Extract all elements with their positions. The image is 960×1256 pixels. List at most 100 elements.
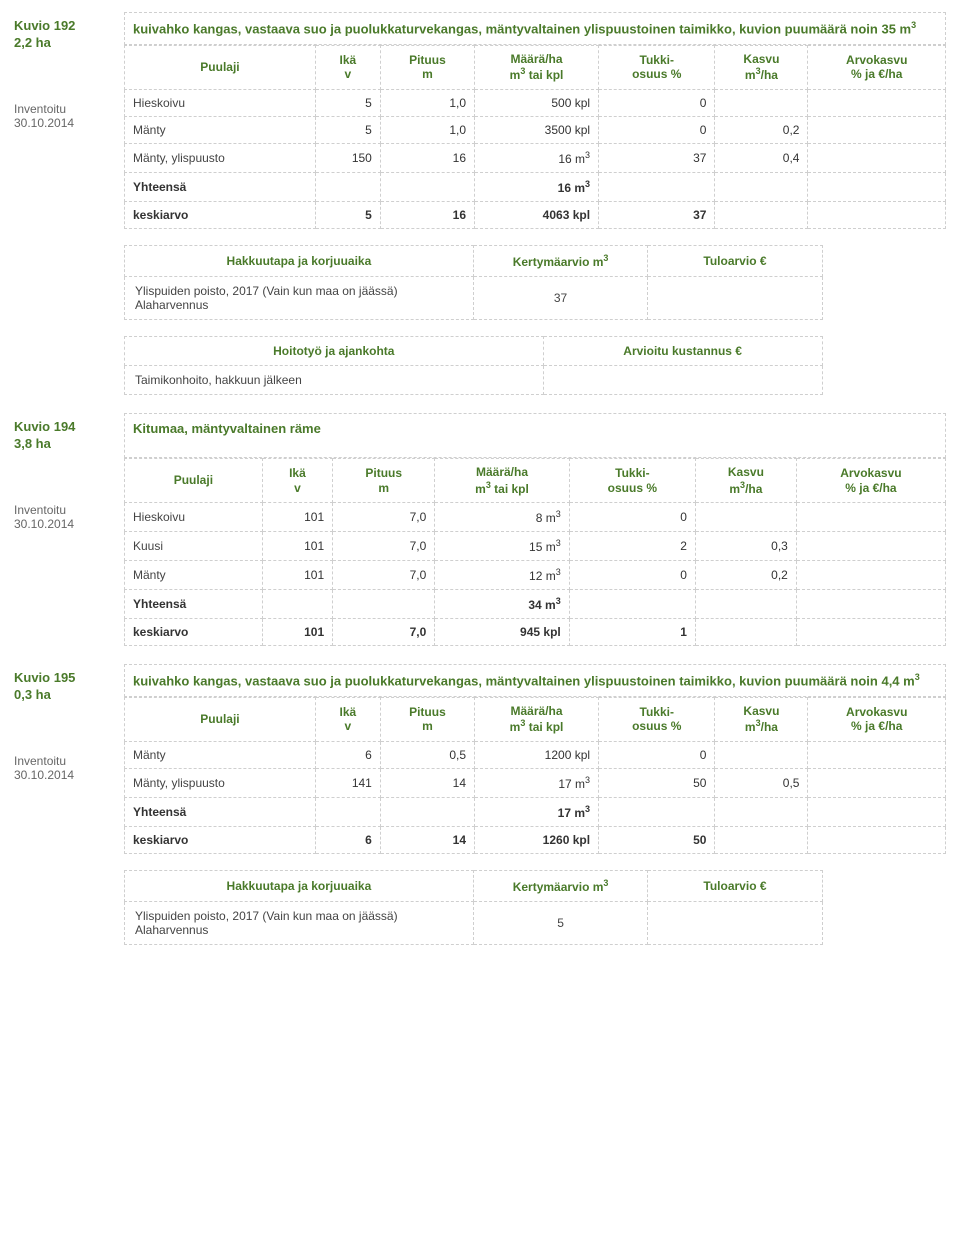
col-pituus: Pituusm bbox=[333, 459, 435, 503]
kuvio-194-title: Kuvio 194 bbox=[14, 419, 124, 434]
col-puulaji: Puulaji bbox=[125, 45, 316, 89]
kuvio-195-hakkuu-table: Hakkuutapa ja korjuuaika Kertymäarvio m3… bbox=[124, 870, 823, 945]
col-pituus: Pituusm bbox=[380, 697, 474, 741]
kuvio-192-desc: kuivahko kangas, vastaava suo ja puolukk… bbox=[124, 12, 946, 45]
kes-maara: 4063 kpl bbox=[475, 201, 599, 228]
kuvio-195-title: Kuvio 195 bbox=[14, 670, 124, 685]
kuvio-194-tbody: Hieskoivu1017,08 m30Kuusi1017,015 m320,3… bbox=[125, 502, 946, 589]
kes-pit: 7,0 bbox=[333, 618, 435, 645]
kuvio-194-species-table: Puulaji Ikäv Pituusm Määrä/ham3 tai kpl … bbox=[124, 458, 946, 646]
hakkuu-desc: Ylispuiden poisto, 2017 (Vain kun maa on… bbox=[125, 276, 474, 319]
hakkuu-desc: Ylispuiden poisto, 2017 (Vain kun maa on… bbox=[125, 901, 474, 944]
kes-tukki: 37 bbox=[599, 201, 715, 228]
col-kasvu: Kasvum3/ha bbox=[695, 459, 796, 503]
col-tukki: Tukki-osuus % bbox=[599, 45, 715, 89]
col-puulaji: Puulaji bbox=[125, 459, 263, 503]
col-ika: Ikäv bbox=[315, 697, 380, 741]
yhteensa-label: Yhteensä bbox=[125, 589, 263, 618]
kuvio-192-left: Kuvio 192 2,2 ha Inventoitu 30.10.2014 bbox=[14, 12, 124, 229]
kustannus-header: Arvioitu kustannus € bbox=[543, 336, 822, 365]
hakkuu-kert: 5 bbox=[473, 901, 647, 944]
tuloarvio-header: Tuloarvio € bbox=[648, 245, 822, 276]
col-kasvu: Kasvum3/ha bbox=[715, 45, 808, 89]
kuvio-192-tbody: Hieskoivu51,0500 kpl0Mänty51,03500 kpl00… bbox=[125, 89, 946, 172]
col-tukki: Tukki-osuus % bbox=[569, 459, 695, 503]
col-kasvu: Kasvum3/ha bbox=[715, 697, 808, 741]
inventoitu-date: 30.10.2014 bbox=[14, 517, 124, 531]
col-pituus: Pituusm bbox=[380, 45, 474, 89]
table-header-row: Puulaji Ikäv Pituusm Määrä/ham3 tai kpl … bbox=[125, 45, 946, 89]
hoitotyo-header: Hoitotyö ja ajankohta bbox=[125, 336, 544, 365]
table-row: Mänty, ylispuusto1501616 m3370,4 bbox=[125, 143, 946, 172]
inventoitu-label: Inventoitu bbox=[14, 102, 124, 116]
yhteensa-row: Yhteensä 16 m3 bbox=[125, 172, 946, 201]
yhteensa-label: Yhteensä bbox=[125, 172, 316, 201]
col-ika: Ikäv bbox=[315, 45, 380, 89]
kes-maara: 1260 kpl bbox=[475, 826, 599, 853]
col-arvokasvu: Arvokasvu% ja €/ha bbox=[808, 45, 946, 89]
hakkuu-kert: 37 bbox=[473, 276, 647, 319]
kes-ika: 5 bbox=[315, 201, 380, 228]
table-row: Hieskoivu51,0500 kpl0 bbox=[125, 89, 946, 116]
table-row: Hieskoivu1017,08 m30 bbox=[125, 502, 946, 531]
kes-tukki: 1 bbox=[569, 618, 695, 645]
kertyma-header: Kertymäarvio m3 bbox=[473, 245, 647, 276]
col-maara: Määrä/ham3 tai kpl bbox=[475, 697, 599, 741]
hakkuutapa-header: Hakkuutapa ja korjuuaika bbox=[125, 870, 474, 901]
keskiarvo-label: keskiarvo bbox=[125, 201, 316, 228]
kuvio-195-block: Kuvio 195 0,3 ha Inventoitu 30.10.2014 k… bbox=[14, 664, 946, 945]
table-header-row: Puulaji Ikäv Pituusm Määrä/ham3 tai kpl … bbox=[125, 459, 946, 503]
inventoitu-date: 30.10.2014 bbox=[14, 116, 124, 130]
kes-ika: 101 bbox=[262, 618, 332, 645]
inventoitu-date: 30.10.2014 bbox=[14, 768, 124, 782]
table-header-row: Puulaji Ikäv Pituusm Määrä/ham3 tai kpl … bbox=[125, 697, 946, 741]
yhteensa-maara: 16 m3 bbox=[475, 172, 599, 201]
table-row: Kuusi1017,015 m320,3 bbox=[125, 531, 946, 560]
col-maara: Määrä/ham3 tai kpl bbox=[475, 45, 599, 89]
keskiarvo-row: keskiarvo 101 7,0 945 kpl 1 bbox=[125, 618, 946, 645]
kuvio-192-title: Kuvio 192 bbox=[14, 18, 124, 33]
table-row: Mänty60,51200 kpl0 bbox=[125, 741, 946, 768]
hoito-desc: Taimikonhoito, hakkuun jälkeen bbox=[125, 365, 544, 394]
kuvio-195-species-table: Puulaji Ikäv Pituusm Määrä/ham3 tai kpl … bbox=[124, 697, 946, 854]
keskiarvo-row: keskiarvo 5 16 4063 kpl 37 bbox=[125, 201, 946, 228]
col-arvokasvu: Arvokasvu% ja €/ha bbox=[796, 459, 945, 503]
table-row: Mänty1017,012 m300,2 bbox=[125, 560, 946, 589]
table-row: Mänty51,03500 kpl00,2 bbox=[125, 116, 946, 143]
kuvio-192-hakkuu-table: Hakkuutapa ja korjuuaika Kertymäarvio m3… bbox=[124, 245, 823, 320]
kuvio-194-area: 3,8 ha bbox=[14, 436, 124, 451]
kes-pit: 14 bbox=[380, 826, 474, 853]
col-arvokasvu: Arvokasvu% ja €/ha bbox=[808, 697, 946, 741]
kuvio-195-tbody: Mänty60,51200 kpl0Mänty, ylispuusto14114… bbox=[125, 741, 946, 797]
kes-maara: 945 kpl bbox=[435, 618, 570, 645]
kuvio-194-block: Kuvio 194 3,8 ha Inventoitu 30.10.2014 K… bbox=[14, 413, 946, 646]
kuvio-192-species-table: Puulaji Ikäv Pituusm Määrä/ham3 tai kpl … bbox=[124, 45, 946, 229]
yhteensa-row: Yhteensä 34 m3 bbox=[125, 589, 946, 618]
kuvio-192-hoito-table: Hoitotyö ja ajankohta Arvioitu kustannus… bbox=[124, 336, 823, 395]
tuloarvio-header: Tuloarvio € bbox=[648, 870, 822, 901]
table-row: Mänty, ylispuusto1411417 m3500,5 bbox=[125, 768, 946, 797]
inventoitu-label: Inventoitu bbox=[14, 754, 124, 768]
col-maara: Määrä/ham3 tai kpl bbox=[435, 459, 570, 503]
yhteensa-maara: 34 m3 bbox=[435, 589, 570, 618]
col-ika: Ikäv bbox=[262, 459, 332, 503]
kuvio-195-desc: kuivahko kangas, vastaava suo ja puolukk… bbox=[124, 664, 946, 697]
yhteensa-label: Yhteensä bbox=[125, 797, 316, 826]
kuvio-195-left: Kuvio 195 0,3 ha Inventoitu 30.10.2014 bbox=[14, 664, 124, 854]
col-puulaji: Puulaji bbox=[125, 697, 316, 741]
kes-tukki: 50 bbox=[599, 826, 715, 853]
kuvio-194-left: Kuvio 194 3,8 ha Inventoitu 30.10.2014 bbox=[14, 413, 124, 646]
hakkuutapa-header: Hakkuutapa ja korjuuaika bbox=[125, 245, 474, 276]
kuvio-192-area: 2,2 ha bbox=[14, 35, 124, 50]
kuvio-194-desc: Kitumaa, mäntyvaltainen räme bbox=[124, 413, 946, 459]
yhteensa-maara: 17 m3 bbox=[475, 797, 599, 826]
yhteensa-row: Yhteensä 17 m3 bbox=[125, 797, 946, 826]
kes-ika: 6 bbox=[315, 826, 380, 853]
keskiarvo-row: keskiarvo 6 14 1260 kpl 50 bbox=[125, 826, 946, 853]
col-tukki: Tukki-osuus % bbox=[599, 697, 715, 741]
keskiarvo-label: keskiarvo bbox=[125, 826, 316, 853]
inventoitu-label: Inventoitu bbox=[14, 503, 124, 517]
kes-pit: 16 bbox=[380, 201, 474, 228]
kertyma-header: Kertymäarvio m3 bbox=[473, 870, 647, 901]
kuvio-192-block: Kuvio 192 2,2 ha Inventoitu 30.10.2014 k… bbox=[14, 12, 946, 395]
